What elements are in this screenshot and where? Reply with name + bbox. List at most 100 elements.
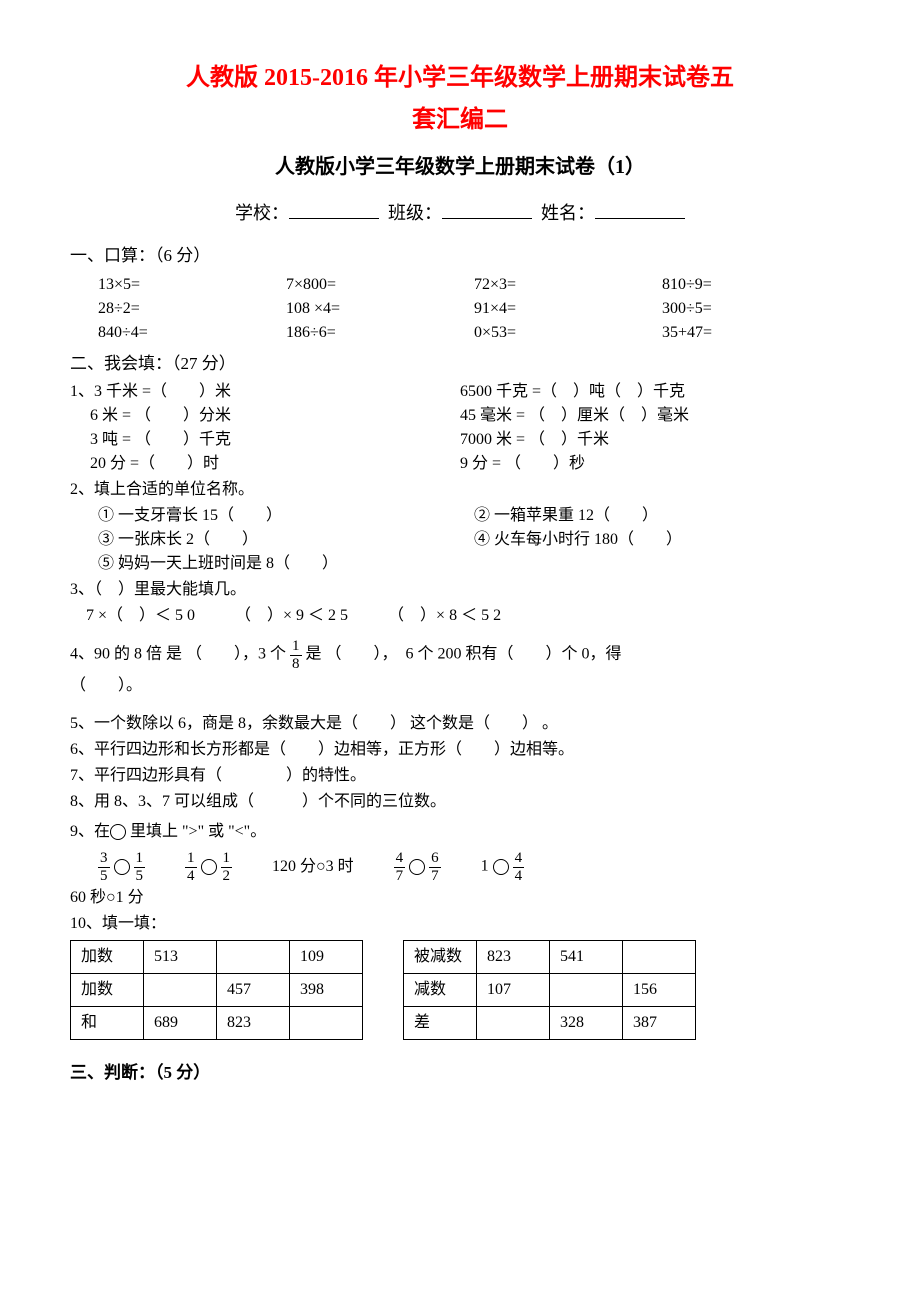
q7: 7、平行四边形具有（ ）的特性。 [70,764,850,788]
calc-cell: 91×4= [474,297,662,321]
q1-left: 3 吨 = （ ）千克 [70,428,460,452]
section3-head: 三、判断：（5 分） [70,1060,850,1086]
fraction: 47 [394,850,406,884]
calc-cell: 810÷9= [662,273,850,297]
calc-cell: 840÷4= [98,321,286,345]
table-cell [217,941,290,974]
q1-left: 6 米 = （ ）分米 [70,404,460,428]
q10-head: 10、填一填： [70,912,850,936]
calc-cell: 35+47= [662,321,850,345]
q9-item: 47 67 [394,850,441,884]
title-exam: 人教版小学三年级数学上册期末试卷（1） [70,152,850,182]
q4-frac-d: 8 [290,656,302,673]
circle-icon [493,859,509,875]
q1-left: 20 分 =（ ）时 [70,452,460,476]
table-cell [623,941,696,974]
table-cell: 541 [550,941,623,974]
q4-line: 4、90 的 8 倍 是 （ ），3 个 1 8 是 （ ）， 6 个 200 … [70,638,850,672]
q2-item: ③ 一张床长 2（ ） [98,528,474,552]
q2-head: 2、填上合适的单位名称。 [70,478,850,502]
q1-right: 7000 米 = （ ）千米 [460,428,850,452]
name-label: 姓名： [541,203,595,223]
table-cell: 513 [144,941,217,974]
q2-item: ④ 火车每小时行 180（ ） [474,528,850,552]
school-blank [289,200,379,219]
q2-item [474,552,850,576]
q6: 6、平行四边形和长方形都是（ ）边相等，正方形（ ）边相等。 [70,738,850,762]
fraction: 67 [429,850,441,884]
school-label: 学校： [235,203,289,223]
q4-frac: 1 8 [290,638,302,672]
table-cell: 156 [623,974,696,1007]
student-info-line: 学校： 班级： 姓名： [70,200,850,227]
q9-head: 9、在 里填上 ">" 或 "<"。 [70,820,850,844]
table-cell: 和 [71,1007,144,1040]
calc-cell: 186÷6= [286,321,474,345]
q9-item: 1 44 [481,850,525,884]
q4-pre: 4、90 的 8 倍 是 （ ），3 个 [70,646,290,663]
fraction: 12 [221,850,233,884]
class-label: 班级： [388,203,442,223]
q4-line2: （ ）。 [70,674,850,698]
table-cell [550,974,623,1007]
table-cell: 加数 [71,941,144,974]
table-cell: 689 [144,1007,217,1040]
q9-post: 里填上 ">" 或 "<"。 [126,823,266,840]
fraction: 15 [134,850,146,884]
table-cell: 398 [290,974,363,1007]
class-blank [442,200,532,219]
q4-frac-n: 1 [290,638,302,656]
table-cell: 823 [217,1007,290,1040]
calc-cell: 13×5= [98,273,286,297]
circle-icon [114,859,130,875]
q5: 5、一个数除以 6，商是 8，余数最大是（ ） 这个数是（ ） 。 [70,712,850,736]
q9-item: 120 分○3 时 [272,855,354,879]
table-cell: 823 [477,941,550,974]
fraction: 14 [185,850,197,884]
q9-line2: 60 秒○1 分 [70,886,850,910]
q2-item: ② 一箱苹果重 12（ ） [474,504,850,528]
table-cell: 457 [217,974,290,1007]
q1-right: 45 毫米 = （ ）厘米（ ）毫米 [460,404,850,428]
table-cell: 差 [404,1007,477,1040]
table-cell: 328 [550,1007,623,1040]
q2-item: ⑤ 妈妈一天上班时间是 8（ ） [98,552,474,576]
table-cell: 109 [290,941,363,974]
q1-right: 6500 千克 =（ ）吨（ ）千克 [460,380,850,404]
calc-cell: 72×3= [474,273,662,297]
fraction: 44 [513,850,525,884]
q9-pre: 9、在 [70,823,110,840]
q2-item: ① 一支牙膏长 15（ ） [98,504,474,528]
q9-item: 35 15 [98,850,145,884]
circle-icon [110,824,126,840]
q1-right: 9 分 = （ ）秒 [460,452,850,476]
section3-pre: 三、判断： [70,1063,155,1082]
section3-points: （5 分） [155,1063,210,1082]
title-main-line2: 套汇编二 [70,102,850,138]
table-cell [290,1007,363,1040]
q3-head: 3、（ ）里最大能填几。 [70,578,850,602]
q8: 8、用 8、3、7 可以组成（ ）个不同的三位数。 [70,790,850,814]
table-cell: 减数 [404,974,477,1007]
table-cell [477,1007,550,1040]
table-cell: 被减数 [404,941,477,974]
table-cell: 107 [477,974,550,1007]
table-cell [144,974,217,1007]
q3-line: 7 ×（ ）＜ 5 0 （ ）× 9 ＜ 2 5 （ ）× 8 ＜ 5 2 [70,604,850,628]
q10-table2: 被减数823541 减数107 156 差 328387 [403,940,696,1040]
q1-left: 1、3 千米 =（ ）米 [70,380,460,404]
calc-cell: 300÷5= [662,297,850,321]
table-cell: 387 [623,1007,696,1040]
calc-cell: 0×53= [474,321,662,345]
circle-icon [409,859,425,875]
title-main-line1: 人教版 2015-2016 年小学三年级数学上册期末试卷五 [70,60,850,96]
calc-cell: 28÷2= [98,297,286,321]
section1-head: 一、口算：（6 分） [70,243,850,269]
section2-head: 二、我会填：（27 分） [70,351,850,377]
fraction: 35 [98,850,110,884]
q4-post: 是 （ ）， 6 个 200 积有（ ）个 0，得 [306,646,622,663]
calc-cell: 7×800= [286,273,474,297]
table-cell: 加数 [71,974,144,1007]
calc-cell: 108 ×4= [286,297,474,321]
q10-table1: 加数513 109 加数 457398 和689823 [70,940,363,1040]
